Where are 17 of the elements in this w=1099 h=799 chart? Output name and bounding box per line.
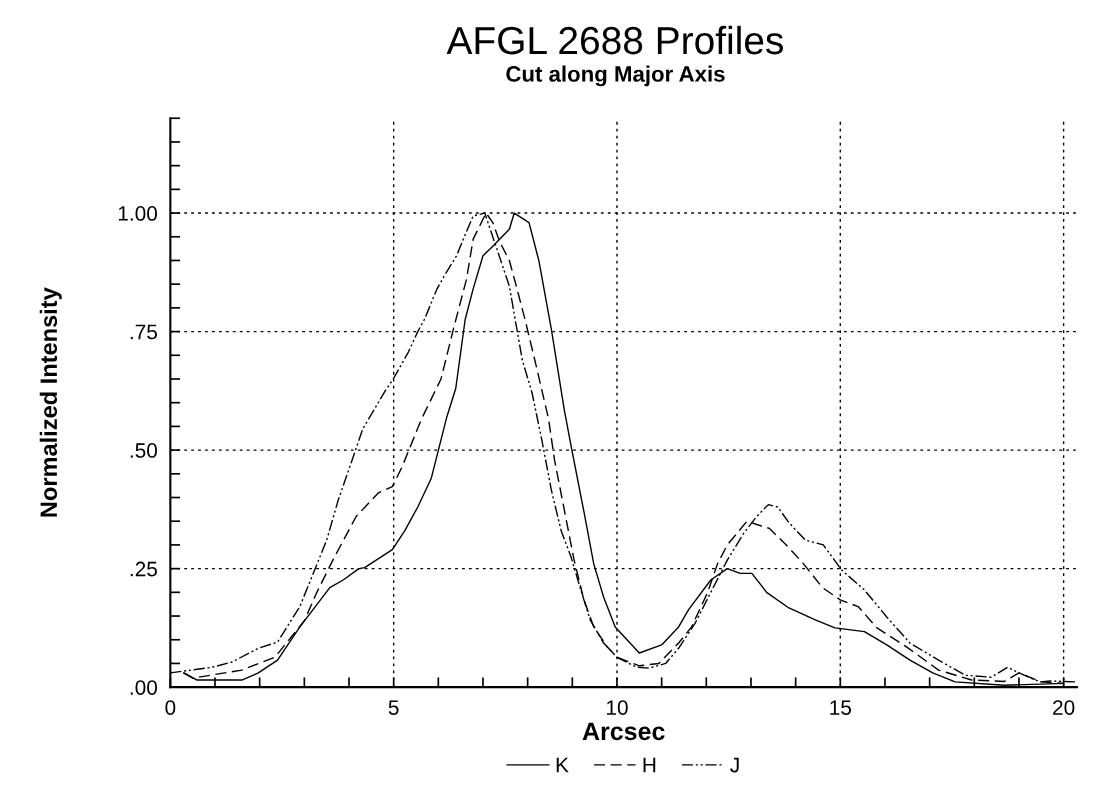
chart-subtitle: Cut along Major Axis [506, 65, 725, 87]
legend-label: H [643, 757, 656, 773]
x-tick-label: 0 [165, 700, 176, 715]
x-tick-label: 10 [606, 700, 628, 715]
x-tick-label: 5 [388, 700, 399, 715]
legend-label: K [556, 757, 569, 773]
y-axis-title: Normalized Intensity [39, 287, 62, 517]
y-tick-label: 1.00 [118, 206, 158, 221]
y-tick-label: .75 [130, 324, 157, 340]
y-tick-label: .25 [130, 561, 157, 577]
legend-label: J [730, 757, 739, 773]
y-tick-label: .50 [130, 443, 158, 458]
x-tick-label: 15 [830, 700, 852, 715]
x-axis-title: Arcsec [582, 722, 665, 741]
chart-title: AFGL 2688 Profiles [446, 25, 783, 55]
y-tick-label: .00 [130, 680, 158, 695]
x-tick-label: 20 [1053, 700, 1075, 715]
